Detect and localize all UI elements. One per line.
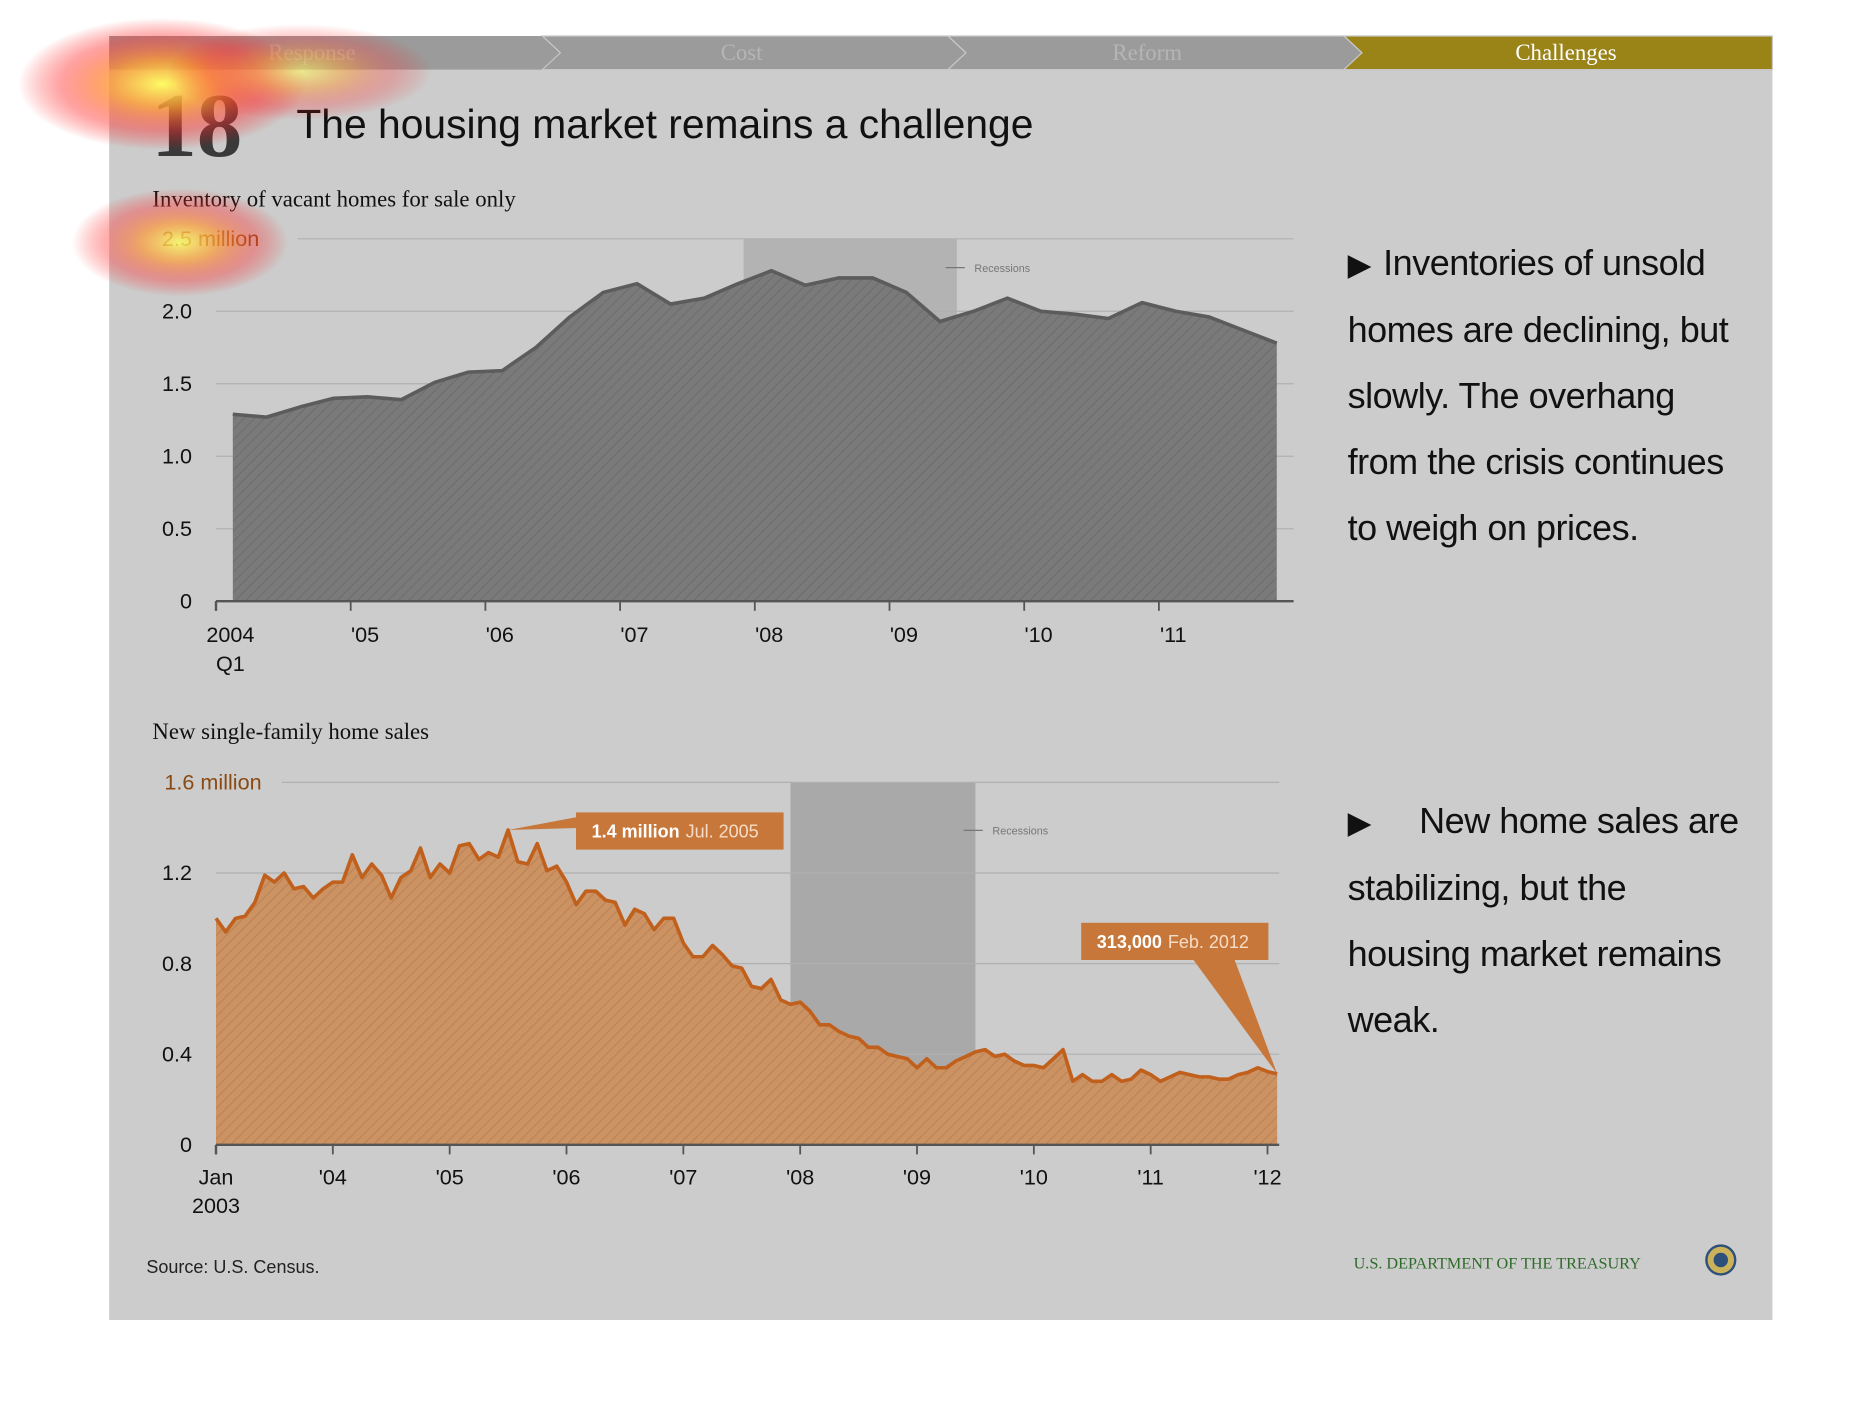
callout-date: Jul. 2005 (686, 822, 759, 842)
treasury-seal (1705, 1244, 1737, 1276)
source-note: Source: U.S. Census. (146, 1257, 319, 1277)
y-tick-label: 0.4 (162, 1041, 192, 1066)
y-tick-label: 1.0 (162, 443, 192, 468)
x-tick-label: Jan (199, 1164, 234, 1189)
x-tick-label: '08 (786, 1164, 814, 1189)
slide-title: The housing market remains a challenge (296, 101, 1033, 147)
y-tick-label: 0.5 (162, 516, 192, 541)
x-tick-sublabel: Q1 (216, 651, 245, 676)
nav-label[interactable]: Reform (1112, 40, 1182, 65)
x-tick-label: '06 (552, 1164, 580, 1189)
x-tick-label: '09 (903, 1164, 931, 1189)
y-tick-label: 0.8 (162, 951, 192, 976)
y-tick-label: 0 (180, 1132, 192, 1157)
chart-title: Inventory of vacant homes for sale only (152, 186, 516, 211)
nav-label[interactable]: Challenges (1515, 40, 1616, 65)
footer: U.S. DEPARTMENT OF THE TREASURY (1354, 1254, 1641, 1272)
callout-value: 1.4 million (592, 822, 680, 842)
bullet: ▶ Inventories of unsold homes are declini… (1347, 243, 1729, 549)
callout-pointer (1193, 960, 1278, 1074)
x-tick-label: '11 (1160, 622, 1187, 647)
y-tick-label: 1.5 (162, 371, 192, 396)
y-tick-label: 0 (180, 588, 192, 613)
x-tick-label: '10 (1025, 622, 1053, 647)
x-tick-label: '08 (755, 622, 783, 647)
y-tick-label: 2.5 million (162, 226, 259, 251)
legend-label: Recessions (974, 263, 1030, 275)
x-tick-label: '05 (436, 1164, 464, 1189)
area (216, 829, 1278, 1145)
x-tick-label: '05 (351, 622, 379, 647)
callout-box (576, 812, 784, 850)
x-tick-sublabel: 2003 (192, 1193, 240, 1218)
nav-bar: Response Cost Reform Challenges (109, 35, 1774, 71)
x-tick-label: '07 (669, 1164, 697, 1189)
bullet-text: Inventories of unsold homes are declinin… (1347, 243, 1729, 549)
chart-title: New single-family home sales (152, 719, 429, 744)
x-tick-label: '12 (1253, 1164, 1281, 1189)
plots: Recessions 0 0.5 1.0 1.5 2.0 2.5 million 2004 Q1… (162, 226, 1294, 1218)
nav-label[interactable]: Response (268, 40, 355, 65)
x-tick-label: 2004 (206, 622, 254, 647)
x-tick-label: '06 (486, 622, 514, 647)
callout-date: Feb. 2012 (1168, 932, 1249, 952)
x-tick-label: '10 (1020, 1164, 1048, 1189)
slide-number: 18 (151, 75, 242, 176)
nav-label[interactable]: Cost (721, 40, 763, 65)
callout-value: 313,000 (1097, 932, 1162, 952)
y-tick-label: 1.2 (162, 860, 192, 885)
area-line (232, 268, 1278, 419)
x-tick-label: '07 (620, 622, 648, 647)
bullet: ▶ New home sales are stabilizing, but the… (1347, 801, 1740, 1041)
legend-label: Recessions (992, 826, 1048, 838)
nav-tab-active[interactable] (1342, 35, 1774, 71)
x-tick-label: '09 (890, 622, 918, 647)
y-tick-label: 1.6 million (164, 770, 261, 795)
area-line (214, 828, 1278, 1084)
bullet-text: New home sales are stabilizing, but the … (1347, 801, 1740, 1041)
area (232, 270, 1277, 602)
x-tick-label: '11 (1137, 1164, 1164, 1189)
x-tick-label: '04 (319, 1164, 347, 1189)
callout-pointer (508, 817, 576, 830)
y-tick-label: 2.0 (162, 298, 192, 323)
callout-box (1081, 922, 1269, 961)
